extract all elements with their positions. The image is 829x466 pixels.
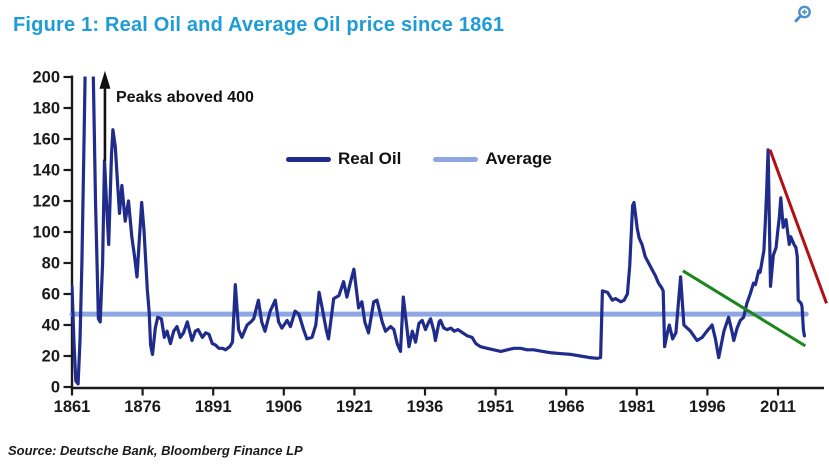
x-tick-label: 1876: [124, 398, 161, 416]
y-tick-label: 60: [42, 286, 60, 304]
annotation-arrow-head: [99, 70, 111, 89]
x-tick-label: 1936: [407, 398, 444, 416]
legend-swatch-average: [433, 156, 479, 162]
y-tick-label: 20: [42, 348, 60, 366]
source-text: Source: Deutsche Bank, Bloomberg Finance…: [8, 443, 303, 458]
red-resistance-line: [768, 149, 828, 304]
x-tick-label: 1981: [618, 398, 655, 416]
x-tick-label: 1891: [195, 398, 232, 416]
x-tick-label: 1966: [548, 398, 585, 416]
y-tick-label: 0: [51, 379, 60, 397]
annotation-peaks-above-400: Peaks aboved 400: [116, 89, 254, 106]
legend-label-average: Average: [485, 149, 552, 168]
legend-item-average: Average: [433, 149, 552, 169]
y-tick-label: 80: [42, 255, 60, 273]
green-support-line: [682, 269, 807, 348]
real-oil-line: [71, 76, 806, 386]
legend-label-real-oil: Real Oil: [338, 149, 402, 168]
x-tick-label: 1996: [689, 398, 726, 416]
y-tick-label: 100: [32, 224, 60, 242]
y-tick-label: 40: [42, 317, 60, 335]
zoom-in-icon[interactable]: [792, 4, 814, 26]
x-tick-label: 1951: [477, 398, 514, 416]
figure-title: Figure 1: Real Oil and Average Oil price…: [13, 14, 505, 36]
y-tick-label: 160: [32, 131, 60, 149]
x-tick-label: 2011: [760, 398, 796, 416]
y-tick-label: 180: [32, 100, 60, 118]
x-tick-label: 1906: [265, 398, 302, 416]
legend: Real Oil Average: [286, 149, 552, 169]
y-tick-label: 140: [32, 162, 60, 180]
x-tick-label: 1861: [54, 398, 91, 416]
magnifier-glyph: [794, 5, 811, 23]
y-tick-label: 120: [32, 193, 60, 211]
legend-swatch-real-oil: [286, 156, 331, 162]
x-tick-label: 1921: [336, 398, 373, 416]
y-tick-label: 200: [32, 69, 60, 87]
legend-item-real-oil: Real Oil: [286, 149, 401, 169]
